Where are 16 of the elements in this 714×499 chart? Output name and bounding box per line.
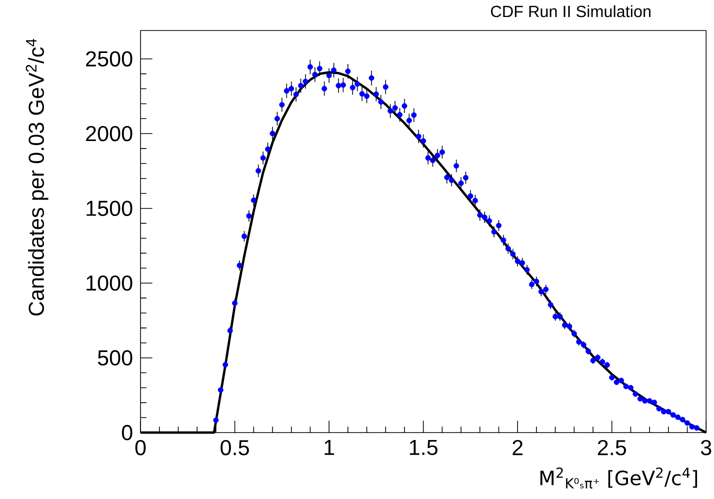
x-axis-title: M$^{2}$$_{K⁰ₛπ⁺}$ [GeV$^{2}$/c$^{4}$]	[540, 467, 698, 488]
y-tick-label: 1000	[86, 275, 132, 291]
y-tick-label: 1500	[86, 200, 132, 216]
y-axis-title: Candidates per 0.03 GeV$^{2}$/c$^{4}$	[26, 38, 48, 316]
x-tick-label: 0.5	[220, 440, 249, 456]
x-tick-label: 2	[512, 440, 523, 455]
x-tick-label: 1	[324, 440, 334, 455]
x-tick-label: 3	[700, 440, 712, 456]
y-tick-label: 0	[122, 424, 132, 440]
y-tick-label: 500	[98, 350, 132, 366]
x-tick-label: 2.5	[598, 440, 626, 456]
x-tick-label: 0	[135, 440, 146, 456]
y-tick-label: 2000	[86, 126, 132, 142]
y-tick-label: 2500	[86, 51, 132, 66]
chart-title: CDF Run II Simulation	[490, 5, 650, 17]
x-tick-label: 1.5	[410, 440, 438, 455]
